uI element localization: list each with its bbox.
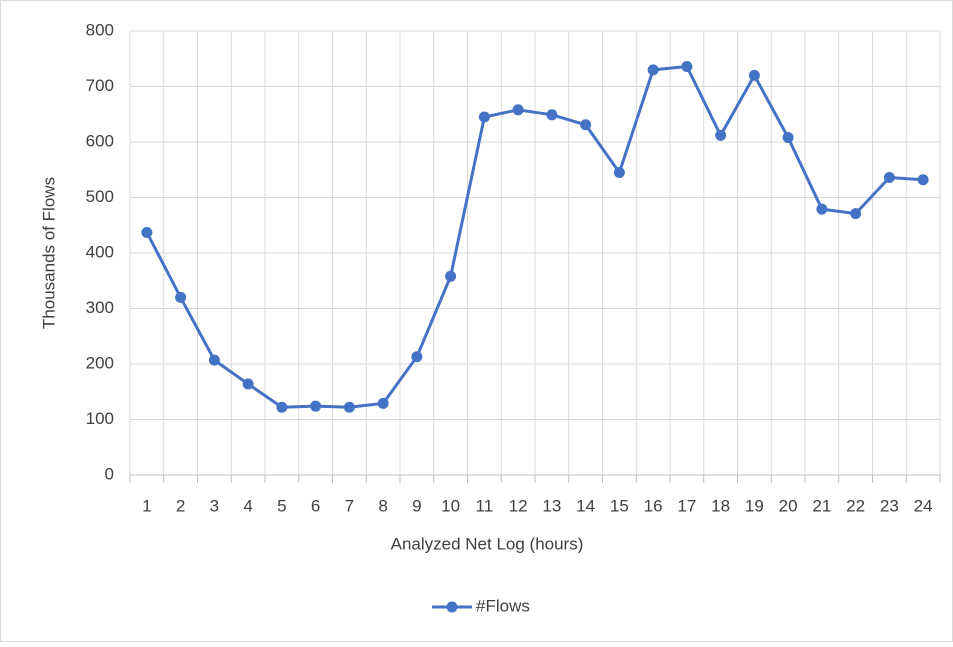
x-tick-label: 24 <box>914 496 933 515</box>
y-tick-label: 600 <box>86 131 114 150</box>
y-axis-title: Thousands of Flows <box>39 177 58 329</box>
data-point <box>647 64 659 76</box>
data-point <box>411 351 423 363</box>
x-tick-label: 20 <box>779 496 798 515</box>
data-point <box>310 400 322 412</box>
data-point <box>208 354 220 366</box>
x-tick-label: 14 <box>576 496 595 515</box>
data-point <box>580 119 592 131</box>
data-point <box>445 270 457 282</box>
x-tick-label: 18 <box>711 496 730 515</box>
x-tick-label: 8 <box>378 496 387 515</box>
x-tick-label: 17 <box>677 496 696 515</box>
x-tick-label: 10 <box>441 496 460 515</box>
legend-label: #Flows <box>476 596 530 615</box>
x-tick-label: 2 <box>176 496 185 515</box>
data-point <box>782 132 794 144</box>
series-line <box>145 65 924 409</box>
x-tick-label: 13 <box>542 496 561 515</box>
x-tick-label: 7 <box>345 496 354 515</box>
data-point <box>613 167 625 179</box>
x-tick-label: 21 <box>812 496 831 515</box>
y-tick-label: 100 <box>86 409 114 428</box>
data-point <box>175 291 187 303</box>
x-tick-label: 15 <box>610 496 629 515</box>
y-tick-label: 0 <box>105 464 114 483</box>
x-tick-label: 23 <box>880 496 899 515</box>
data-point <box>478 111 490 123</box>
x-tick-label: 4 <box>243 496 252 515</box>
data-point <box>681 61 693 73</box>
data-point <box>377 397 389 409</box>
x-tick-label: 1 <box>142 496 151 515</box>
data-point <box>242 378 254 390</box>
data-point <box>917 174 929 186</box>
y-tick-label: 200 <box>86 353 114 372</box>
data-point <box>850 208 862 220</box>
data-point <box>141 226 153 238</box>
x-tick-label: 19 <box>745 496 764 515</box>
y-tick-label: 700 <box>86 76 114 95</box>
data-point <box>883 172 895 184</box>
x-axis-title: Analyzed Net Log (hours) <box>391 534 584 553</box>
data-point <box>512 104 524 116</box>
legend-marker <box>446 601 458 613</box>
y-tick-label: 400 <box>86 242 114 261</box>
x-tick-label: 5 <box>277 496 286 515</box>
data-point <box>546 109 558 121</box>
y-tick-label: 300 <box>86 298 114 317</box>
data-point <box>816 203 828 215</box>
x-tick-label: 22 <box>846 496 865 515</box>
data-point <box>748 69 760 81</box>
data-point <box>276 401 288 413</box>
x-tick-label: 3 <box>210 496 219 515</box>
x-tick-label: 16 <box>644 496 663 515</box>
data-point <box>343 401 355 413</box>
x-tick-label: 11 <box>476 496 494 515</box>
x-tick-label: 6 <box>311 496 320 515</box>
x-tick-label: 9 <box>412 496 421 515</box>
y-tick-label: 800 <box>86 20 114 39</box>
y-tick-label: 500 <box>86 187 114 206</box>
x-tick-label: 12 <box>509 496 528 515</box>
data-point <box>715 129 727 141</box>
